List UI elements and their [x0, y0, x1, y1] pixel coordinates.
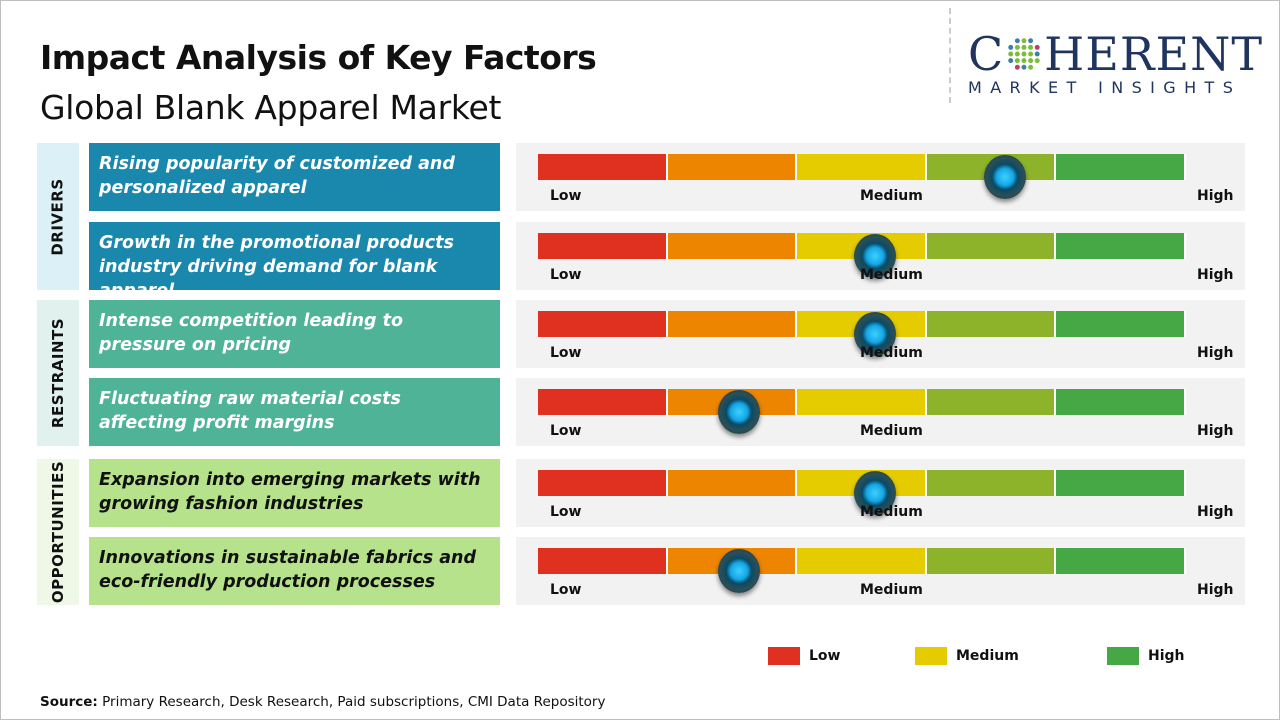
- gauge-segment: [1056, 154, 1186, 180]
- gauge-high-label: High: [1197, 345, 1234, 361]
- gauge-segment: [926, 233, 1057, 259]
- gauge-segment: [1056, 233, 1186, 259]
- gauge-segment: [1056, 548, 1186, 574]
- gauge-medium-label: Medium: [860, 267, 923, 283]
- gauge-low-label: Low: [550, 345, 582, 361]
- category-label: RESTRAINTS: [49, 317, 68, 429]
- gauge-segment: [538, 311, 668, 337]
- source-label: Source:: [40, 694, 98, 710]
- legend-label: Medium: [956, 648, 1019, 664]
- gauge-high-label: High: [1197, 188, 1234, 204]
- impact-knob-icon: [717, 549, 760, 593]
- gauge-low-label: Low: [550, 188, 582, 204]
- impact-gauge: Low Medium High: [516, 143, 1245, 211]
- category-drivers: DRIVERS: [37, 143, 79, 290]
- gauge-segment: [926, 311, 1057, 337]
- category-restraints: RESTRAINTS: [37, 300, 79, 446]
- coherent-logo: C HERENT MARKET INSIGHTS: [968, 30, 1263, 97]
- gauge-bar: [538, 154, 1186, 199]
- gauge-segment: [667, 154, 798, 180]
- gauge-medium-label: Medium: [860, 423, 923, 439]
- gauge-low-label: Low: [550, 423, 582, 439]
- gauge-segment: [926, 548, 1057, 574]
- impact-knob-icon: [717, 390, 760, 434]
- category-label: OPPORTUNITIES: [49, 460, 67, 604]
- globe-dots-icon: [1008, 38, 1040, 70]
- page-title: Impact Analysis of Key Factors: [40, 38, 597, 77]
- gauge-segment: [538, 548, 668, 574]
- factor-text: Innovations in sustainable fabrics and e…: [89, 537, 500, 605]
- factor-text: Growth in the promotional products indus…: [89, 222, 500, 301]
- page-subtitle: Global Blank Apparel Market: [40, 88, 502, 127]
- gauge-high-label: High: [1197, 504, 1234, 520]
- legend-high: High: [1107, 647, 1185, 665]
- impact-gauge: Low Medium High: [516, 378, 1245, 446]
- gauge-segment: [538, 389, 668, 415]
- legend-label: High: [1148, 648, 1185, 664]
- gauge-bar: [538, 233, 1186, 278]
- impact-gauge: Low Medium High: [516, 222, 1245, 290]
- gauge-segment: [926, 470, 1057, 496]
- gauge-high-label: High: [1197, 267, 1234, 283]
- gauge-low-label: Low: [550, 267, 582, 283]
- logo-word: HERENT: [1044, 27, 1263, 81]
- impact-gauge: Low Medium High: [516, 537, 1245, 605]
- legend-medium: Medium: [915, 647, 1019, 665]
- legend-label: Low: [809, 648, 841, 664]
- gauge-segment: [797, 154, 927, 180]
- gauge-high-label: High: [1197, 582, 1234, 598]
- gauge-segment: [1056, 389, 1186, 415]
- impact-gauge: Low Medium High: [516, 459, 1245, 527]
- gauge-segment: [538, 154, 668, 180]
- gauge-bar: [538, 389, 1186, 434]
- impact-knob-icon: [983, 155, 1026, 199]
- gauge-low-label: Low: [550, 504, 582, 520]
- gauge-medium-label: Medium: [860, 582, 923, 598]
- logo-tagline: MARKET INSIGHTS: [968, 78, 1242, 97]
- factor-text: Expansion into emerging markets with gro…: [89, 459, 500, 527]
- gauge-segment: [538, 470, 668, 496]
- source-text: Primary Research, Desk Research, Paid su…: [97, 694, 606, 710]
- gauge-low-label: Low: [550, 582, 582, 598]
- gauge-segment: [667, 233, 798, 259]
- header-divider: [949, 8, 951, 103]
- impact-knob-icon: [853, 312, 896, 356]
- category-label: DRIVERS: [49, 177, 68, 256]
- gauge-medium-label: Medium: [860, 504, 923, 520]
- gauge-segment: [667, 311, 798, 337]
- legend-low: Low: [768, 647, 840, 665]
- gauge-segment: [797, 389, 927, 415]
- gauge-high-label: High: [1197, 423, 1234, 439]
- gauge-segment: [797, 548, 927, 574]
- gauge-bar: [538, 311, 1186, 356]
- gauge-segment: [926, 389, 1057, 415]
- gauge-segment: [538, 233, 668, 259]
- factor-text: Fluctuating raw material costs affecting…: [89, 378, 500, 446]
- legend-swatch: [915, 647, 947, 665]
- factor-text: Rising popularity of customized and pers…: [89, 143, 500, 211]
- impact-knob-icon: [853, 471, 896, 515]
- factor-text: Intense competition leading to pressure …: [89, 300, 500, 368]
- legend-swatch: [768, 647, 800, 665]
- impact-gauge: Low Medium High: [516, 300, 1245, 368]
- gauge-bar: [538, 470, 1186, 515]
- impact-knob-icon: [853, 234, 896, 278]
- legend-swatch: [1107, 647, 1139, 665]
- category-opportunities: OPPORTUNITIES: [37, 459, 79, 605]
- source-note: Source: Primary Research, Desk Research,…: [40, 694, 605, 710]
- gauge-segment: [1056, 311, 1186, 337]
- gauge-medium-label: Medium: [860, 345, 923, 361]
- gauge-medium-label: Medium: [860, 188, 923, 204]
- gauge-segment: [667, 470, 798, 496]
- gauge-bar: [538, 548, 1186, 593]
- logo-letter: C: [968, 27, 1005, 81]
- gauge-segment: [1056, 470, 1186, 496]
